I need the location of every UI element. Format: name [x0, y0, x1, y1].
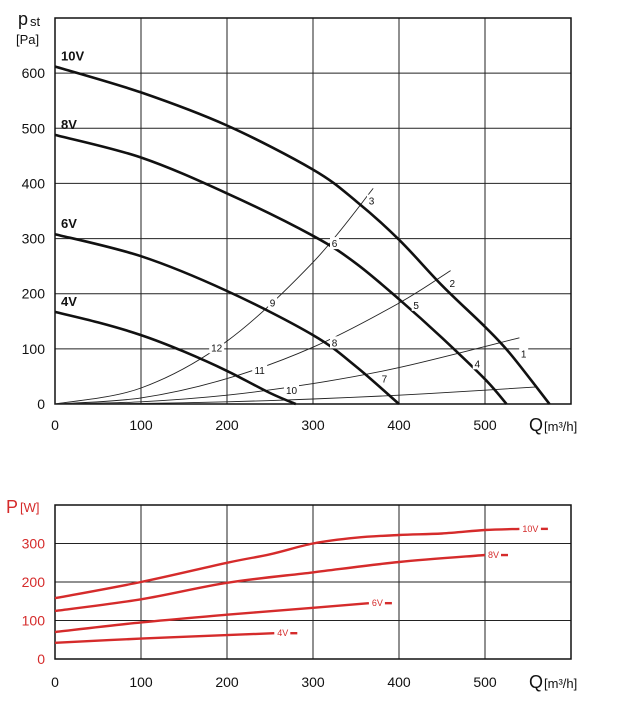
bottom-y-tick-label: 0 — [37, 651, 45, 667]
top-y-tick-label: 200 — [22, 286, 46, 302]
system-curve — [54, 337, 520, 405]
power-axis-symbol: P — [6, 497, 18, 517]
operating-point-bg — [379, 372, 389, 385]
bottom-x-tick-label: 300 — [301, 674, 325, 690]
flow-axis-symbol-top: Q — [529, 415, 543, 435]
pressure-axis-unit: [Pa] — [16, 32, 39, 47]
operating-point-label: 3 — [369, 197, 375, 208]
operating-point-label: 7 — [382, 375, 388, 386]
system-curve — [54, 188, 374, 405]
power-curve-label-4v: 4V — [277, 628, 288, 638]
operating-point-bg — [209, 341, 225, 354]
bottom-x-tick-label: 200 — [215, 674, 239, 690]
operating-point-label: 9 — [270, 299, 276, 310]
top-x-tick-label: 0 — [51, 417, 59, 433]
bottom-x-tick-label: 500 — [473, 674, 497, 690]
power-flow-chart: 10V 8V 6V 4V 0 100 200 300 400 500 0 100 200 300 P [… — [6, 497, 577, 692]
operating-point-bg — [366, 194, 376, 207]
bottom-y-tick-label: 200 — [22, 574, 46, 590]
top-x-tick-label: 100 — [129, 417, 153, 433]
fan-curve-label-4v: 4V — [61, 294, 77, 309]
top-x-tick-label: 400 — [387, 417, 411, 433]
top-y-tick-label: 100 — [22, 341, 46, 357]
flow-axis-symbol-bottom: Q — [529, 672, 543, 692]
power-curve-6v — [54, 602, 369, 634]
operating-point-label: 5 — [413, 301, 419, 312]
fan-curve-8v — [54, 133, 508, 405]
operating-point-bg — [330, 237, 339, 250]
operating-point-bg — [284, 383, 299, 396]
power-curve-label-8v: 8V — [488, 550, 499, 560]
bottom-plot-frame — [54, 504, 572, 660]
operating-point-bg — [472, 357, 482, 370]
power-curve-label-10v: 10V — [522, 524, 538, 534]
operating-point-bg — [268, 296, 278, 309]
operating-point-label: 2 — [450, 279, 456, 290]
flow-axis-unit-bottom: [m³/h] — [544, 676, 577, 691]
flow-axis-unit-top: [m³/h] — [544, 419, 577, 434]
pressure-axis-symbol: p — [18, 9, 28, 29]
fan-curve-10v — [54, 65, 551, 405]
system-curve — [54, 386, 537, 405]
operating-point-label: 11 — [254, 366, 265, 377]
bottom-y-tick-label: 300 — [22, 536, 46, 552]
operating-point-bg — [330, 336, 339, 349]
operating-point-label: 12 — [211, 343, 223, 354]
operating-point-label: 1 — [521, 349, 527, 360]
operating-point-bg — [519, 347, 529, 360]
power-axis-unit: [W] — [20, 500, 40, 515]
top-y-tick-label: 500 — [22, 120, 46, 136]
operating-point-bg — [252, 363, 268, 376]
fan-curve-label-8v: 8V — [61, 117, 77, 132]
power-curve-label-6v: 6V — [372, 598, 383, 608]
top-x-tick-label: 200 — [215, 417, 239, 433]
bottom-x-tick-label: 0 — [51, 674, 59, 690]
power-curve-4v — [54, 632, 275, 644]
bottom-x-tick-label: 100 — [129, 674, 153, 690]
top-x-tick-label: 300 — [301, 417, 325, 433]
top-y-tick-label: 0 — [37, 396, 45, 412]
fan-curve-label-10v: 10V — [61, 49, 84, 64]
fan-curve-6v — [54, 232, 400, 405]
top-plot-frame — [54, 17, 572, 405]
operating-point-bg — [447, 276, 457, 289]
operating-point-label: 4 — [474, 359, 480, 370]
fan-curve-label-6v: 6V — [61, 216, 77, 231]
pressure-axis-subscript: st — [30, 14, 41, 29]
top-y-tick-label: 300 — [22, 231, 46, 247]
power-curve-10v — [54, 527, 520, 600]
operating-point-label: 10 — [286, 386, 298, 397]
top-y-tick-label: 400 — [22, 175, 46, 191]
top-x-tick-label: 500 — [473, 417, 497, 433]
top-y-tick-label: 600 — [22, 65, 46, 81]
power-curve-8v — [54, 553, 486, 613]
operating-point-bg — [411, 298, 421, 311]
operating-point-label: 6 — [332, 239, 338, 250]
operating-point-label: 8 — [332, 338, 338, 349]
bottom-y-tick-label: 100 — [22, 613, 46, 629]
bottom-x-tick-label: 400 — [387, 674, 411, 690]
fan-curve-4v — [54, 310, 297, 406]
